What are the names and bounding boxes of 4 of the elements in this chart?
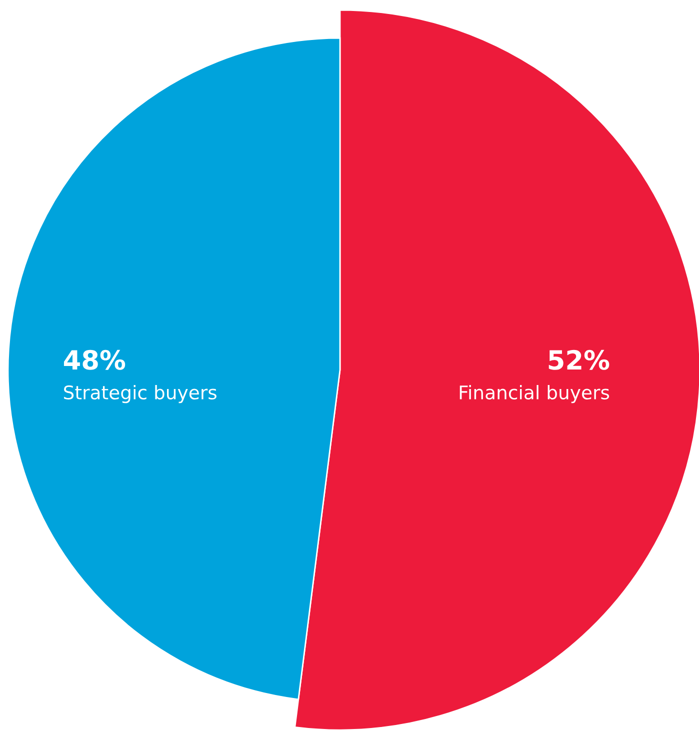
data-label: 52%: [548, 350, 610, 370]
slice-label: Financial buyers: [460, 385, 610, 404]
slice-label: Strategic buyers: [64, 385, 216, 404]
data-label: 48%: [64, 350, 126, 370]
